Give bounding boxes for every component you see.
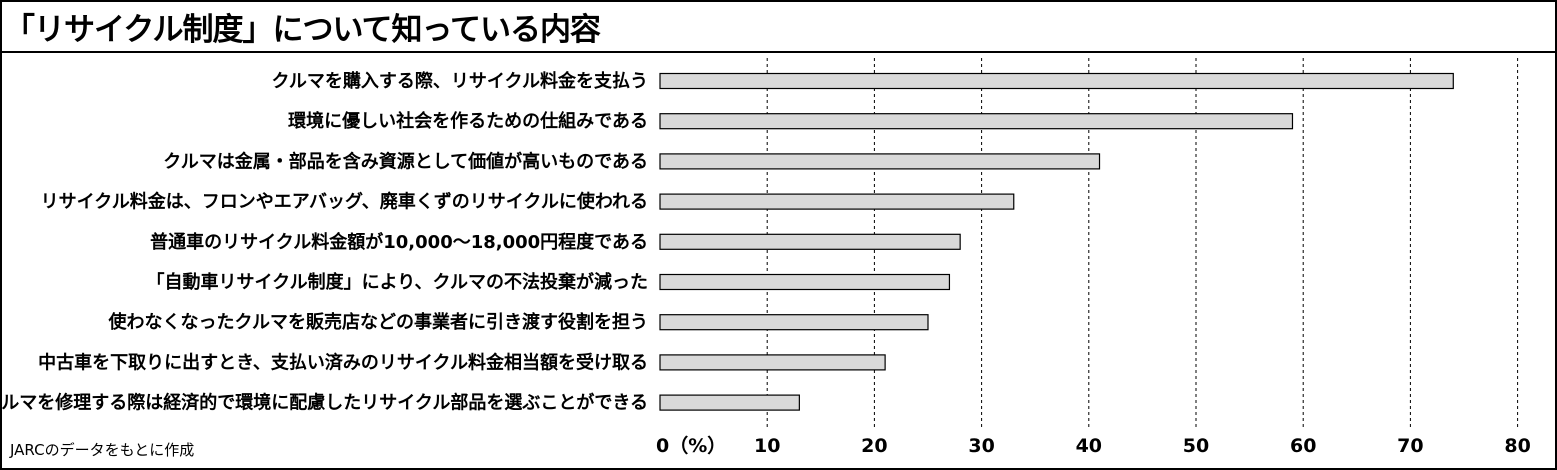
bar-7 bbox=[659, 314, 929, 331]
source-note: JARCのデータをもとに作成 bbox=[10, 441, 195, 459]
bar-8 bbox=[659, 354, 886, 371]
bar-6 bbox=[659, 273, 951, 291]
tick-label-30: 30 bbox=[968, 435, 994, 457]
bar-2 bbox=[659, 113, 1294, 130]
tick-label-0: 0（%） bbox=[656, 434, 726, 457]
tick-label-50: 50 bbox=[1183, 435, 1209, 457]
tick-label-60: 60 bbox=[1290, 435, 1316, 457]
bar-3 bbox=[659, 153, 1101, 170]
bar-1 bbox=[659, 72, 1454, 90]
tick-label-80: 80 bbox=[1504, 435, 1530, 457]
tick-label-20: 20 bbox=[861, 435, 887, 457]
category-label-9: クルマを修理する際は経済的で環境に配慮したリサイクル部品を選ぶことができる bbox=[0, 392, 648, 414]
tick-label-40: 40 bbox=[1076, 435, 1102, 457]
category-label-2: 環境に優しい社会を作るための仕組みである bbox=[288, 110, 648, 132]
x-axis-ticks: 0（%） 10 20 30 40 50 60 70 80 bbox=[656, 434, 1531, 457]
bar-5 bbox=[659, 233, 961, 250]
category-labels: クルマを購入する際、リサイクル料金を支払う環境に優しい社会を作るための仕組みであ… bbox=[0, 70, 648, 414]
category-label-7: 使わなくなったクルマを販売店などの事業者に引き渡す役割を担う bbox=[108, 311, 648, 333]
category-label-4: リサイクル料金は、フロンやエアバッグ、廃車くずのリサイクルに使われる bbox=[41, 191, 648, 213]
category-label-3: クルマは金属・部品を含み資源として価値が高いものである bbox=[163, 150, 648, 172]
category-label-6: 「自動車リサイクル制度」により、クルマの不法投棄が減った bbox=[147, 271, 648, 293]
category-label-1: クルマを購入する際、リサイクル料金を支払う bbox=[271, 70, 648, 92]
tick-label-10: 10 bbox=[754, 435, 780, 457]
tick-label-70: 70 bbox=[1397, 435, 1423, 457]
title-divider bbox=[0, 51, 1557, 53]
chart-title: 「リサイクル制度」について知っている内容 bbox=[4, 12, 601, 48]
category-label-8: 中古車を下取りに出すとき、支払い済みのリサイクル料金相当額を受け取る bbox=[38, 351, 648, 373]
bars bbox=[659, 72, 1454, 411]
category-label-5: 普通車のリサイクル料金額が10,000～18,000円程度である bbox=[150, 231, 648, 253]
bar-9 bbox=[659, 394, 800, 411]
bar-4 bbox=[659, 193, 1015, 210]
